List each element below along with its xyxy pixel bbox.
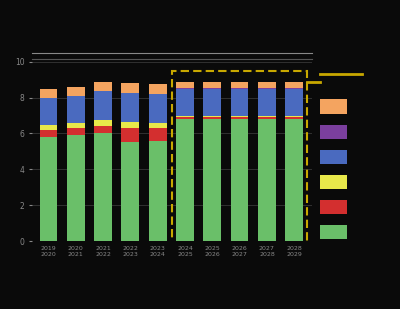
Bar [149,94,166,123]
Bar [122,83,139,93]
Bar [149,84,166,94]
Bar [204,83,221,88]
Bar [231,88,248,89]
Bar [285,83,303,88]
Bar [40,125,57,130]
Bar [40,130,57,137]
Bar [40,89,57,98]
Bar [176,83,194,88]
Bar [176,119,194,241]
Bar [67,128,84,135]
Bar [320,99,346,114]
Bar [320,200,346,214]
Bar [94,91,112,120]
Bar [204,117,221,119]
Bar [285,88,303,89]
Bar [204,89,221,116]
Bar [149,128,166,141]
Bar [320,150,346,164]
Bar [320,175,346,189]
Bar [67,87,84,96]
Bar [94,126,112,133]
Bar [231,83,248,88]
Bar [94,83,112,91]
Bar [231,116,248,117]
Bar [258,116,276,117]
Bar [204,88,221,89]
Bar [231,119,248,241]
Bar [94,133,112,241]
Bar [258,83,276,88]
Bar [285,117,303,119]
Bar [258,88,276,89]
Bar [320,125,346,139]
Bar [122,93,139,122]
Bar [258,117,276,119]
Bar [258,89,276,116]
Bar [176,116,194,117]
Bar [40,98,57,125]
Bar [176,89,194,116]
Bar [94,120,112,126]
Bar [231,117,248,119]
Bar [40,137,57,241]
Bar [204,116,221,117]
Bar [285,89,303,116]
Bar [285,119,303,241]
Bar [122,142,139,241]
Bar [122,122,139,128]
Bar [176,88,194,89]
Bar [176,117,194,119]
Bar [67,135,84,241]
Bar [149,123,166,128]
Bar [285,116,303,117]
Bar [204,119,221,241]
Bar [67,123,84,128]
Bar [149,141,166,241]
Bar [258,119,276,241]
Bar [231,89,248,116]
Bar [67,96,84,123]
Bar [320,225,346,239]
Bar [122,128,139,142]
